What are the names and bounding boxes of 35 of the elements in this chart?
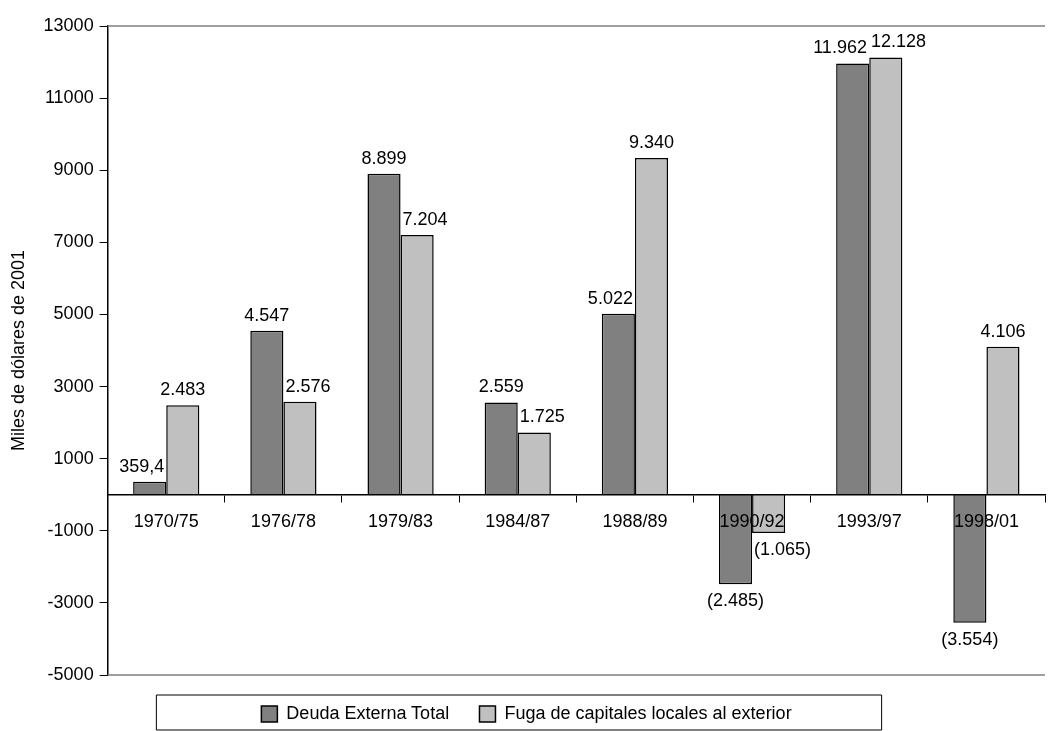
y-tick-label: -1000 [47,519,94,540]
legend-label: Deuda Externa Total [286,702,450,723]
data-label: (1.065) [754,539,812,560]
y-tick-label: 9000 [53,159,94,180]
y-tick-label: 11000 [44,87,94,108]
data-label: 12.128 [870,31,926,52]
x-tick-label: 1976/78 [250,511,316,532]
x-tick-label: 1993/97 [836,511,902,532]
data-label: 11.962 [813,37,867,58]
data-label: 2.576 [285,375,331,396]
y-tick-label: 1000 [53,447,94,468]
data-label: (3.554) [941,628,999,649]
data-label: 8.899 [361,147,407,168]
data-label: 1.725 [519,406,565,427]
data-label: 5.022 [587,287,633,308]
y-tick-label: 5000 [53,303,94,324]
data-label: 4.106 [980,320,1026,341]
data-label: 9.340 [628,131,674,152]
y-tick-label: 13000 [43,14,94,35]
data-label: 7.204 [402,208,448,229]
y-tick-label: -3000 [47,591,94,612]
data-label: 359,4 [119,455,165,476]
x-tick-label: 1979/83 [368,511,434,532]
data-label: (2.485) [707,590,765,611]
x-tick-label: 1984/87 [485,511,551,532]
y-tick-label: 3000 [53,375,94,396]
x-tick-label: 1988/89 [602,511,668,532]
legend-label: Fuga de capitales locales al exterior [504,702,792,723]
y-tick-label: -5000 [47,663,94,684]
y-axis-title: Miles de dólares de 2001 [7,249,28,452]
x-tick-label: 1970/75 [133,511,199,532]
data-label: 2.483 [160,379,206,400]
data-label: 2.559 [478,376,524,397]
data-label: 4.547 [244,304,290,325]
y-tick-label: 7000 [53,231,94,252]
